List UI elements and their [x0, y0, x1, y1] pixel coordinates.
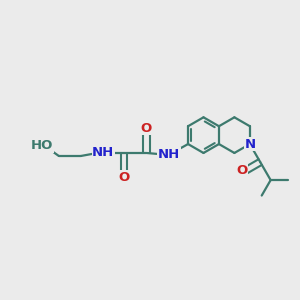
Text: O: O — [118, 171, 130, 184]
Text: N: N — [244, 138, 255, 151]
Text: NH: NH — [158, 148, 180, 161]
Text: HO: HO — [31, 139, 54, 152]
Text: NH: NH — [92, 146, 115, 160]
Text: O: O — [236, 164, 247, 177]
Text: O: O — [141, 122, 152, 135]
